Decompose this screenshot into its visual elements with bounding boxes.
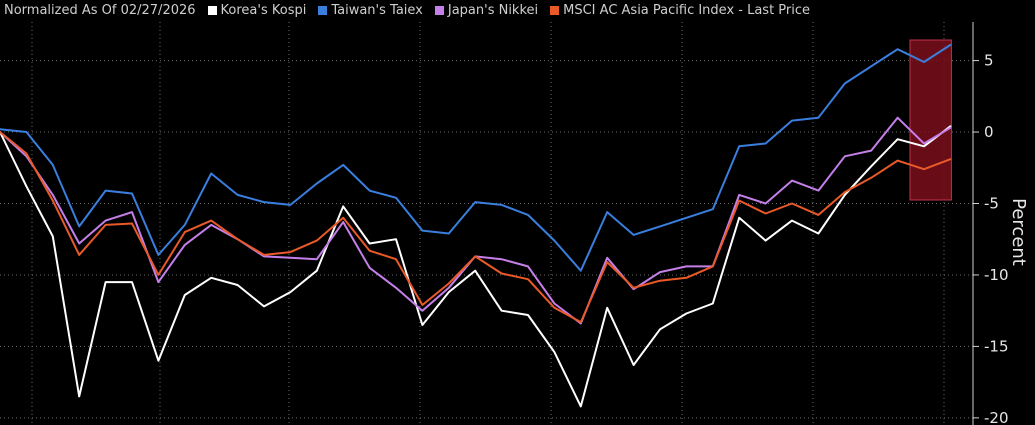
y-tick-label: -20	[984, 409, 1009, 425]
legend: Normalized As Of 02/27/2026 Korea's Kosp…	[4, 0, 810, 20]
legend-label-taiex: Taiwan's Taiex	[331, 2, 423, 18]
legend-label-kospi: Korea's Kospi	[220, 2, 307, 18]
normalized-note: Normalized As Of 02/27/2026	[4, 2, 196, 18]
series-line-0	[0, 125, 952, 408]
highlight-band	[909, 39, 952, 201]
y-tick-label: -15	[984, 337, 1009, 355]
y-tick-label: -5	[984, 194, 999, 212]
legend-swatch-kospi	[207, 5, 217, 15]
y-axis-title: Percent	[1008, 198, 1029, 266]
legend-swatch-msci	[550, 5, 560, 15]
legend-item-taiex: Taiwan's Taiex	[318, 3, 423, 18]
series-line-3	[0, 131, 952, 324]
legend-item-nikkei: Japan's Nikkei	[434, 2, 539, 18]
series-line-2	[0, 116, 952, 325]
y-tick-label: 0	[984, 123, 994, 141]
legend-label-msci: MSCI AC Asia Pacific Index - Last Price	[563, 2, 811, 18]
legend-swatch-taiex	[318, 5, 328, 15]
legend-item-kospi: Korea's Kospi	[207, 2, 307, 18]
y-tick-label: 5	[984, 52, 994, 70]
series-line-1	[0, 43, 952, 272]
legend-label-nikkei: Japan's Nikkei	[447, 2, 539, 18]
y-tick-label: -10	[984, 266, 1009, 284]
legend-item-msci: MSCI AC Asia Pacific Index - Last Price	[550, 3, 810, 18]
legend-swatch-nikkei	[434, 5, 444, 15]
